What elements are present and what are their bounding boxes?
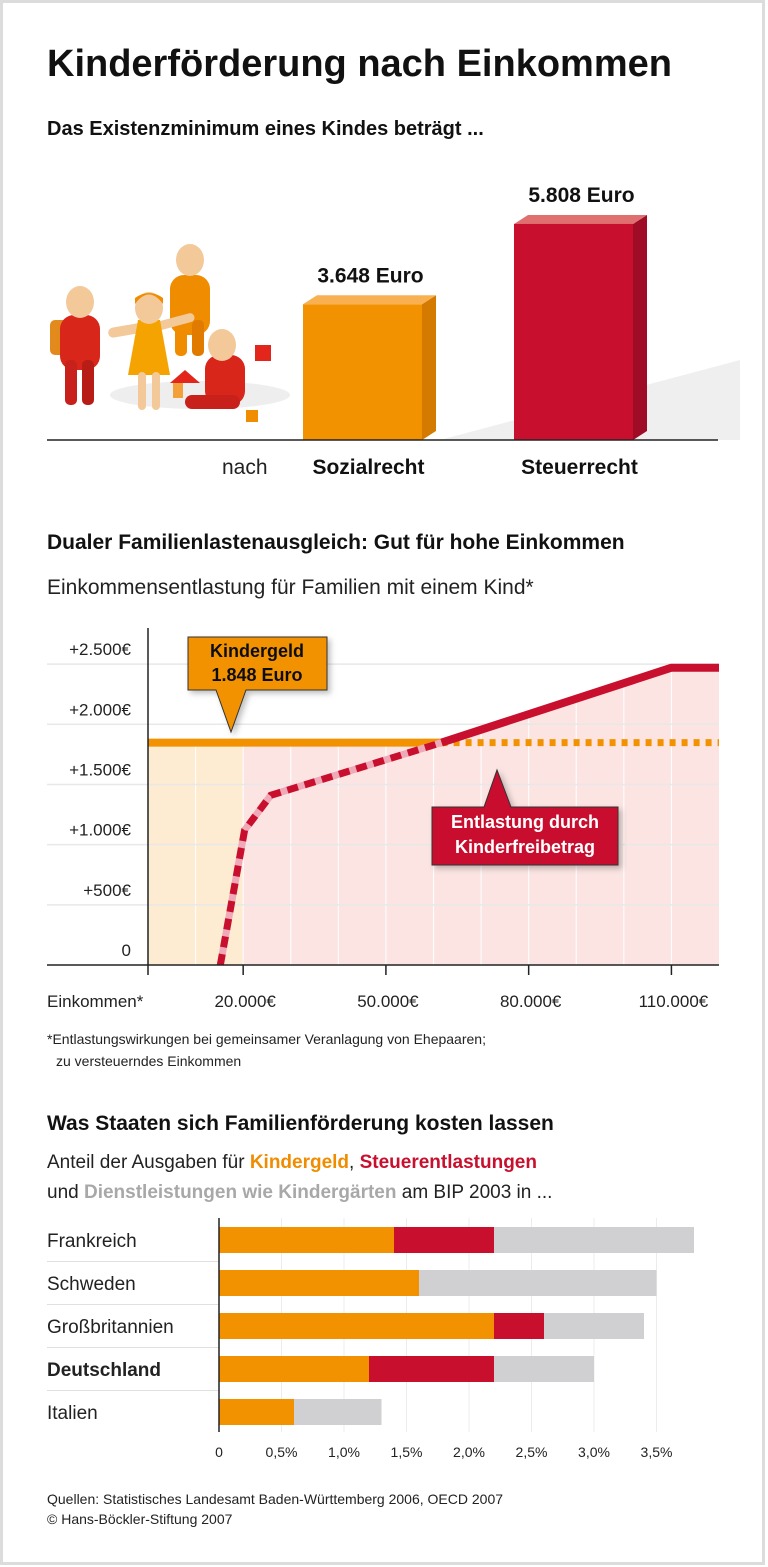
category-prefix: nach — [222, 456, 268, 479]
x-tick-label: 3,5% — [641, 1444, 673, 1460]
kinderfreibetrag-line-base — [216, 739, 443, 966]
x-tick-label: 1,5% — [391, 1444, 423, 1460]
y-tick-label: +1.000€ — [69, 821, 131, 840]
kinderfreibetrag-callout: Entlastung durch Kinderfreibetrag — [431, 768, 619, 866]
y-tick-label: +2.500€ — [69, 640, 131, 659]
callout-text: 1.848 Euro — [211, 665, 302, 685]
section3-subheading-line2: und Dienstleistungen wie Kindergärten am… — [47, 1182, 552, 1203]
subheading-text: am BIP 2003 in ... — [396, 1182, 552, 1203]
subheading-text: und — [47, 1182, 84, 1203]
country-label: Italien — [47, 1403, 98, 1424]
callout-text: Kindergeld — [210, 641, 304, 661]
y-tick-label: +1.500€ — [69, 760, 131, 779]
bar-segment-dienstleistungen — [494, 1227, 694, 1253]
bar-segment-kindergeld — [219, 1270, 419, 1296]
x-tick-label: 2,5% — [516, 1444, 548, 1460]
footnote-line1: *Entlastungswirkungen bei gemeinsamer Ve… — [47, 1031, 486, 1047]
x-tick-label: 0,5% — [266, 1444, 298, 1460]
country-label: Deutschland — [47, 1360, 161, 1381]
country-label: Großbritannien — [47, 1317, 174, 1338]
bar-segment-dienstleistungen — [419, 1270, 657, 1296]
country-label: Frankreich — [47, 1231, 137, 1252]
bar-segment-dienstleistungen — [494, 1356, 594, 1382]
section3-subheading-line1: Anteil der Ausgaben für Kindergeld, Steu… — [47, 1152, 537, 1173]
x-tick-label: 2,0% — [453, 1444, 485, 1460]
y-tick-label: 0 — [122, 941, 131, 960]
child-figure — [185, 329, 245, 409]
category-label: Sozialrecht — [312, 456, 424, 479]
section1-heading: Das Existenzminimum eines Kindes beträgt… — [47, 118, 484, 140]
bar-segment-kindergeld — [219, 1356, 369, 1382]
child-figure — [108, 292, 195, 410]
x-axis-label: Einkommen* — [47, 992, 144, 1011]
category-label: Steuerrecht — [521, 456, 638, 479]
bar-segment-steuerentlastungen — [394, 1227, 494, 1253]
toy-block — [173, 383, 183, 398]
bar-value-label: 5.808 Euro — [528, 184, 634, 207]
copyright: © Hans-Böckler-Stiftung 2007 — [47, 1511, 233, 1527]
bar-steuerrecht — [514, 223, 633, 440]
bar-sozialrecht — [303, 304, 422, 440]
toy-roof — [170, 370, 200, 383]
bar-segment-kindergeld — [219, 1399, 294, 1425]
kindergeld-callout: Kindergeld 1.848 Euro — [187, 636, 328, 734]
toy-block — [255, 345, 271, 361]
sources-line1: Quellen: Statistisches Landesamt Baden-W… — [47, 1491, 503, 1507]
legend-dienstleistungen: Dienstleistungen wie Kindergärten — [84, 1182, 397, 1203]
section3-heading: Was Staaten sich Familienförderung koste… — [47, 1112, 554, 1135]
x-tick-label: 20.000€ — [214, 992, 276, 1011]
main-title: Kinderförderung nach Einkommen — [47, 43, 672, 85]
subheading-text: , — [349, 1152, 360, 1173]
footnote-line2: zu versteuerndes Einkommen — [56, 1053, 241, 1069]
bar-value-label: 3.648 Euro — [317, 264, 423, 287]
country-label: Schweden — [47, 1274, 136, 1295]
bar-side — [422, 295, 436, 440]
callout-box — [431, 768, 619, 866]
bar-segment-steuerentlastungen — [369, 1356, 494, 1382]
legend-steuerentlastungen: Steuerentlastungen — [360, 1152, 537, 1173]
x-tick-label: 1,0% — [328, 1444, 360, 1460]
subheading-text: Anteil der Ausgaben für — [47, 1152, 250, 1173]
bar-top — [303, 295, 436, 305]
kinderfreibetrag-line — [440, 663, 719, 747]
x-tick-label: 80.000€ — [500, 992, 562, 1011]
callout-text: Entlastung durch — [451, 812, 599, 832]
x-tick-label: 110.000€ — [639, 992, 709, 1011]
child-figure — [170, 244, 210, 356]
bar-side — [633, 214, 647, 440]
bar-segment-kindergeld — [219, 1313, 494, 1339]
bar-segment-kindergeld — [219, 1227, 394, 1253]
bar-segment-dienstleistungen — [294, 1399, 382, 1425]
section2-heading: Dualer Familienlastenausgleich: Gut für … — [47, 531, 625, 554]
children-illustration — [50, 244, 290, 422]
existenzminimum-chart: 3.648 Euro Sozialrecht 5.808 Euro Steuerrec… — [47, 184, 740, 479]
x-tick-label: 50.000€ — [357, 992, 419, 1011]
legend-kindergeld: Kindergeld — [250, 1152, 349, 1173]
y-tick-label: +2.000€ — [69, 700, 131, 719]
bar-top — [514, 214, 647, 224]
child-figure — [50, 286, 100, 405]
bar-segment-dienstleistungen — [544, 1313, 644, 1339]
callout-text: Kinderfreibetrag — [455, 837, 595, 857]
toy-block — [246, 410, 258, 422]
y-tick-label: +500€ — [83, 881, 131, 900]
x-tick-label: 3,0% — [578, 1444, 610, 1460]
callout-box — [187, 636, 328, 734]
section2-subheading: Einkommensentlastung für Familien mit ei… — [47, 576, 534, 599]
bar-segment-steuerentlastungen — [494, 1313, 544, 1339]
x-tick-label: 0 — [215, 1444, 223, 1460]
familienfoerderung-bar-chart: 0 0,5% 1,0% 1,5% 2,0% 2,5% 3,0% 3,5% Frankreich S… — [47, 1218, 694, 1460]
entlastung-line-chart: 0 +500€ +1.000€ +1.500€ +2.000€ +2.500€ 20.000… — [47, 628, 719, 1011]
